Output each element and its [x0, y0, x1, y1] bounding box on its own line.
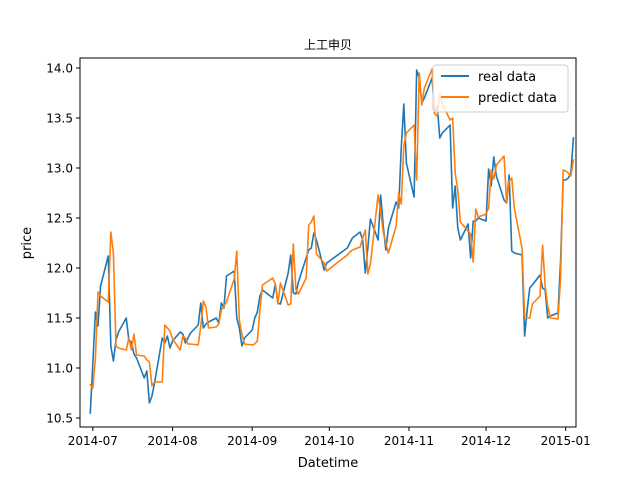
series-line-real-data: [89, 69, 575, 414]
y-tick-label: 13.5: [46, 112, 73, 126]
x-tick-label: 2014-08: [147, 434, 197, 448]
x-tick-label: 2014-12: [461, 434, 511, 448]
legend-label-predict-data: predict data: [478, 91, 557, 106]
x-tick-label: 2014-07: [68, 434, 118, 448]
chart-title: 上工申贝: [304, 38, 352, 52]
plot-lines: [89, 68, 575, 414]
plot-frame: [79, 57, 577, 428]
y-tick-label: 12.5: [46, 212, 73, 226]
series-line-predict-data: [89, 68, 575, 389]
x-tick-label: 2014-10: [304, 434, 354, 448]
legend-label-real-data: real data: [478, 70, 536, 85]
y-tick-label: 11.5: [46, 312, 73, 326]
y-tick-label: 10.5: [46, 412, 73, 426]
y-tick-label: 14.0: [46, 62, 73, 76]
y-tick-label: 12.0: [46, 262, 73, 276]
y-tick-label: 11.0: [46, 362, 73, 376]
x-axis: 2014-07 2014-08 2014-09 2014-10 2014-11 2014-…: [68, 427, 591, 448]
y-axis-label: price: [20, 227, 35, 259]
x-tick-label: 2015-01: [541, 434, 591, 448]
y-tick-label: 13.0: [46, 162, 73, 176]
y-axis: 10.5 11.0 11.5 12.0 12.5 13.0 13.5 14.0: [46, 62, 80, 426]
x-tick-label: 2014-11: [384, 434, 434, 448]
x-tick-label: 2014-09: [227, 434, 277, 448]
legend: real data predict data: [432, 64, 569, 113]
x-axis-label: Datetime: [298, 456, 358, 471]
